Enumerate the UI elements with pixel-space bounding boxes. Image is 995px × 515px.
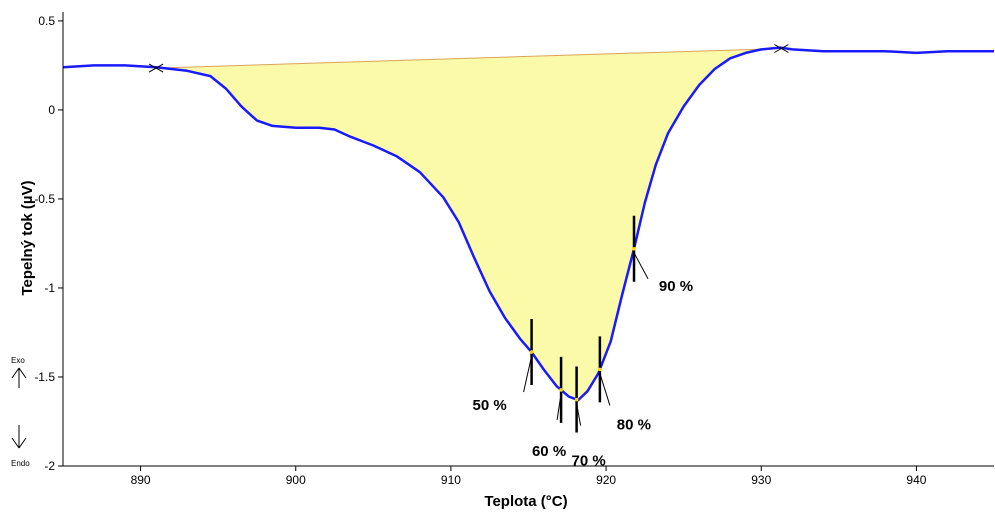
peak-area-fill [156,47,782,401]
percent-marker-point [559,388,563,392]
exo-arrow-icon [11,367,27,388]
y-tick-label: -2 [44,459,55,473]
percent-marker-point [598,367,602,372]
x-tick-label: 910 [441,473,461,487]
y-axis-title: Tepelný tok (µV) [19,180,36,295]
percent-marker-arrow [599,373,611,406]
baseline-line [156,47,782,69]
y-tick-label: -0.5 [34,192,55,206]
percent-label: 80 % [617,416,651,433]
y-tick-label: 0 [48,103,55,117]
percent-marker-arrow [556,393,562,420]
x-tick-label: 890 [131,473,151,487]
heat-flow-line [62,46,994,402]
x-tick-label: 900 [286,473,306,487]
y-tick-label: -1 [44,281,55,295]
x-tick-label: 920 [596,473,616,487]
percent-label: 90 % [659,278,693,295]
exo-label: Exo [11,356,25,365]
percent-marker-arrow [633,252,649,280]
percent-label: 60 % [532,443,566,460]
percent-label: 50 % [473,397,507,414]
x-tick-label: 940 [906,473,926,487]
endo-label: Endo [11,459,30,468]
baseline-endpoint-marker [148,63,164,73]
percent-label: 70 % [572,453,606,470]
percent-marker-arrow [576,403,582,426]
percent-marker-point [529,350,534,354]
y-tick-label: -1.5 [34,370,55,384]
percent-marker-arrow [523,355,533,393]
percent-marker-point [574,397,579,402]
x-axis-title: Teplota (°C) [484,493,567,510]
percent-marker-point [632,246,636,251]
baseline-endpoint-marker [774,44,789,53]
y-tick-label: 0.5 [38,14,55,28]
x-tick-label: 930 [751,473,771,487]
endo-arrow-icon [11,425,27,449]
